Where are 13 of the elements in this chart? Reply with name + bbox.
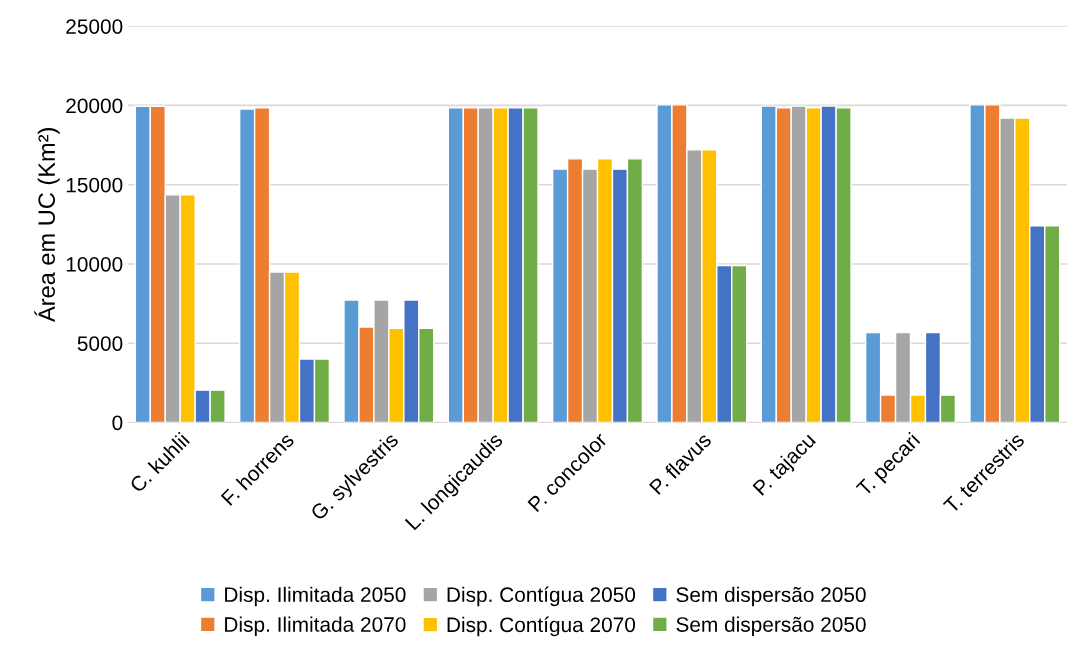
legend-label: Sem dispersão 2050 xyxy=(676,616,866,637)
y-tick-label: 15000 xyxy=(66,177,123,193)
y-tick-label: 10000 xyxy=(66,256,123,272)
y-tick-label: 0 xyxy=(112,415,123,431)
legend-label: Disp. Ilimitada 2070 xyxy=(225,616,406,637)
y-axis-title: Área em UC (Km²) xyxy=(34,128,60,323)
y-tick-label: 5000 xyxy=(77,336,123,351)
y-tick-label: 20000 xyxy=(66,98,123,114)
legend-label: Disp. Contígua 2050 xyxy=(447,586,636,607)
legend-label: Disp. Ilimitada 2050 xyxy=(225,586,406,607)
legend-label: Sem dispersão 2050 xyxy=(676,586,866,607)
y-tick-label: 25000 xyxy=(66,19,123,34)
legend-label: Disp. Contígua 2070 xyxy=(447,616,636,637)
